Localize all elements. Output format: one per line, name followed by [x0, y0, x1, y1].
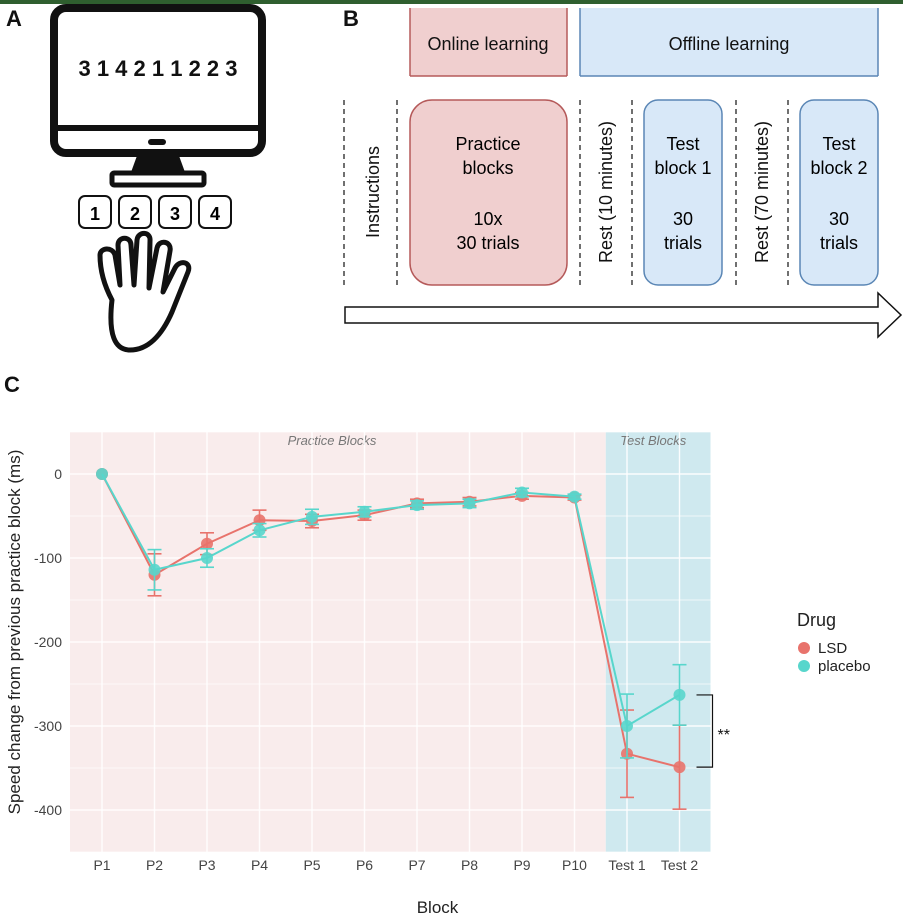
key-2-label: 2 — [130, 204, 140, 224]
x-tick-label: P1 — [93, 857, 110, 873]
time-arrow — [344, 291, 903, 339]
x-axis-label: Block — [417, 898, 459, 917]
practice-blocks-box — [409, 99, 568, 286]
sequence-text: 3 1 4 2 1 1 2 2 3 — [78, 56, 237, 81]
x-tick-label: P8 — [461, 857, 478, 873]
x-tick-label: Test 1 — [608, 857, 646, 873]
key-2 — [118, 195, 152, 229]
key-1 — [78, 195, 112, 229]
y-tick-label: -100 — [34, 550, 62, 566]
y-tick-label: -400 — [34, 802, 62, 818]
legend-marker-lsd — [798, 642, 810, 654]
legend-label-placebo: placebo — [818, 658, 871, 675]
data-point — [148, 563, 161, 576]
practice-line-1: Practice — [455, 134, 520, 154]
data-point — [306, 510, 318, 523]
key-1-label: 1 — [90, 204, 100, 224]
y-tick-label: 0 — [54, 466, 62, 482]
test1-line-1: Test — [666, 134, 699, 154]
hand-icon — [97, 230, 192, 353]
x-tick-labels: P1 P2 P3 P4 P5 P6 P7 P8 P9 P10 Test 1 Test 2 — [93, 857, 698, 873]
x-tick-label: P2 — [146, 857, 163, 873]
key-4 — [198, 195, 232, 229]
offline-learning-label: Offline learning — [669, 34, 790, 54]
data-point — [96, 468, 108, 480]
x-tick-label: P5 — [303, 857, 320, 873]
test2-line-4: trials — [820, 233, 858, 253]
x-tick-label: P3 — [198, 857, 215, 873]
monitor-base — [109, 170, 207, 188]
data-point — [253, 524, 266, 537]
x-tick-label: P6 — [356, 857, 373, 873]
x-tick-label: P9 — [513, 857, 530, 873]
key-4-label: 4 — [210, 204, 220, 224]
legend-title: Drug — [797, 610, 836, 630]
data-point — [568, 490, 581, 503]
significance-bracket: ** — [696, 694, 730, 768]
test1-line-2: block 1 — [654, 158, 711, 178]
panel-label-c: C — [4, 372, 20, 397]
panel-a: 3 1 4 2 1 1 2 2 3 1 2 3 4 — [50, 4, 266, 353]
data-point — [516, 486, 528, 499]
rest-10-label: Rest (10 minutes) — [596, 121, 616, 263]
series-line — [101, 473, 681, 728]
series-placebo — [96, 468, 687, 759]
practice-blocks-label: Practice Blocks — [288, 433, 377, 448]
series-layer — [96, 468, 687, 810]
key-3 — [158, 195, 192, 229]
x-tick-label: P4 — [251, 857, 268, 873]
data-point — [411, 499, 423, 512]
test-block-1-box — [643, 99, 723, 286]
speed-change-chart: Practice Blocks Test Blocks 0 -100 -200 -30… — [5, 431, 871, 917]
y-tick-label: -300 — [34, 718, 62, 734]
data-point — [358, 505, 371, 518]
data-point — [621, 720, 633, 732]
data-point — [673, 761, 686, 774]
test2-line-1: Test — [822, 134, 855, 154]
instructions-label: Instructions — [363, 146, 383, 238]
panel-label-a: A — [6, 6, 22, 31]
online-learning-box — [410, 8, 567, 76]
keyboard-keys: 1 2 3 4 — [78, 195, 232, 229]
practice-line-4: 30 trials — [456, 233, 519, 253]
monitor-neck — [130, 153, 186, 175]
test-blocks-label: Test Blocks — [620, 433, 686, 448]
panel-label-b: B — [343, 6, 359, 31]
legend-marker-placebo — [798, 660, 810, 672]
top-border — [0, 0, 903, 4]
x-tick-label: P7 — [408, 857, 425, 873]
data-point — [673, 688, 686, 701]
offline-learning-box — [580, 8, 878, 76]
data-point — [201, 537, 213, 550]
significance-bracket-line — [696, 694, 714, 768]
data-point — [201, 552, 213, 564]
panel-b: Online learning Offline learning Instruc… — [343, 8, 903, 339]
test1-line-3: 30 — [673, 209, 693, 229]
online-learning-label: Online learning — [427, 34, 548, 54]
practice-line-2: blocks — [462, 158, 513, 178]
y-axis-label: Speed change from previous practice bloc… — [5, 450, 24, 815]
test-block-2-box — [799, 99, 879, 286]
x-tick-label: P10 — [562, 857, 587, 873]
test1-line-4: trials — [664, 233, 702, 253]
test2-line-3: 30 — [829, 209, 849, 229]
key-3-label: 3 — [170, 204, 180, 224]
timeline-dividers — [343, 100, 789, 285]
test2-line-2: block 2 — [810, 158, 867, 178]
legend-label-lsd: LSD — [818, 640, 847, 657]
practice-line-3: 10x — [473, 209, 502, 229]
y-tick-labels: 0 -100 -200 -300 -400 — [34, 466, 62, 818]
significance-marker: ** — [718, 727, 730, 744]
legend: Drug LSD placebo — [797, 610, 871, 675]
x-tick-label: Test 2 — [661, 857, 699, 873]
data-point — [463, 497, 476, 510]
monitor-logo — [148, 139, 166, 145]
rest-70-label: Rest (70 minutes) — [752, 121, 772, 263]
y-tick-label: -200 — [34, 634, 62, 650]
